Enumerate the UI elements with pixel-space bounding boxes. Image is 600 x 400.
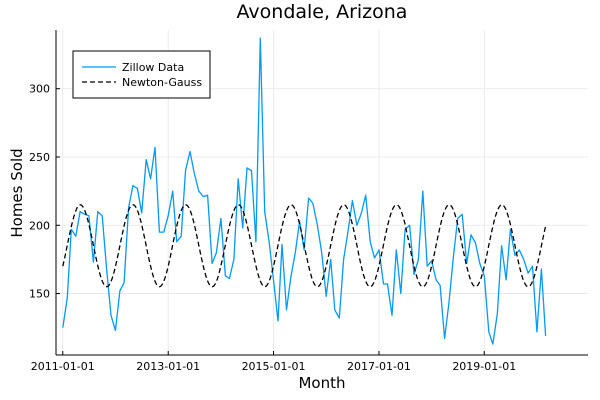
y-ticks: 150 200 250 300 <box>29 83 60 301</box>
y-tick-label: 250 <box>29 151 50 164</box>
y-tick-label: 150 <box>29 288 50 301</box>
y-tick-label: 300 <box>29 83 50 96</box>
x-axis-label: Month <box>298 374 345 392</box>
legend-box <box>72 50 211 99</box>
y-axis-label: Homes Sold <box>8 148 26 237</box>
axes <box>55 30 588 356</box>
x-tick-label: 2015-01-01 <box>242 360 306 373</box>
legend-label-zillow: Zillow Data <box>122 61 184 74</box>
plot-area <box>62 37 547 345</box>
legend-label-newton-gauss: Newton-Gauss <box>122 76 202 89</box>
series-line-zillow-data <box>62 37 547 345</box>
x-tick-label: 2013-01-01 <box>136 360 200 373</box>
x-ticks: 2011-01-01 2013-01-01 2015-01-01 2017-01-01… <box>31 351 516 373</box>
legend: Zillow Data Newton-Gauss <box>72 50 211 99</box>
series-line-newton-gauss <box>62 204 547 288</box>
chart-title: Avondale, Arizona <box>237 1 408 23</box>
y-tick-label: 200 <box>29 219 50 232</box>
x-tick-label: 2011-01-01 <box>31 360 95 373</box>
x-tick-label: 2017-01-01 <box>347 360 411 373</box>
x-tick-label: 2019-01-01 <box>452 360 516 373</box>
